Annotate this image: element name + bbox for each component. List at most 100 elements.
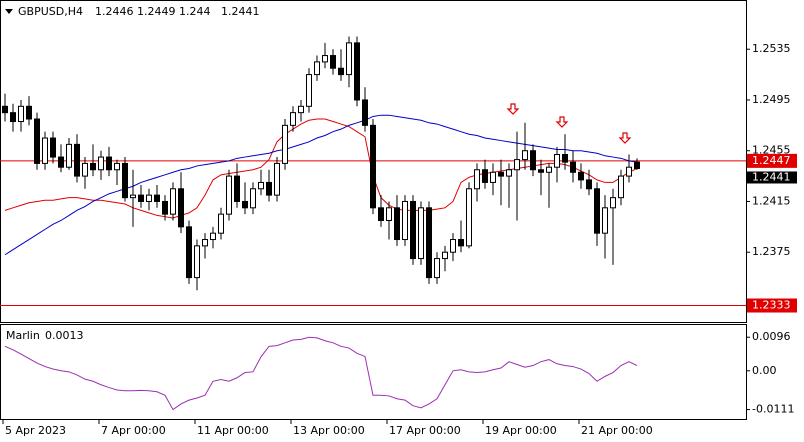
candle-body [210, 232, 216, 241]
y-tick-label: 1.2375 [752, 245, 791, 258]
candle-body [322, 55, 328, 63]
candle-body [218, 213, 224, 234]
menu-triangle [5, 9, 13, 14]
candle-body [370, 124, 376, 209]
price-label-box [747, 171, 797, 184]
candle-body [458, 239, 464, 247]
candle-body [634, 161, 640, 169]
candle-body [386, 207, 392, 221]
x-tick-label: 13 Apr 00:00 [293, 424, 365, 437]
candle-body [314, 61, 320, 76]
candle-body [426, 207, 432, 279]
candle-body [2, 105, 8, 114]
candle-body [482, 169, 488, 183]
candle-body [538, 169, 544, 173]
symbol-title: GBPUSD,H4 [18, 5, 83, 18]
candle-body [10, 112, 16, 123]
candle-body [346, 42, 352, 76]
candle-body [410, 200, 416, 260]
candle-body [258, 181, 264, 190]
y-tick-label: 1.2455 [752, 144, 791, 157]
candle-body [42, 137, 48, 164]
candle-body [402, 200, 408, 241]
candle-body [170, 188, 176, 215]
candle-body [514, 159, 520, 171]
candle-body [130, 194, 136, 199]
candle-body [178, 188, 184, 228]
candle-body [50, 137, 56, 158]
x-tick-label: 11 Apr 00:00 [197, 424, 269, 437]
candle-body [90, 162, 96, 171]
candle-body [58, 156, 64, 168]
candle-body [330, 55, 336, 69]
candle-body [522, 150, 528, 161]
candle-body [98, 156, 104, 171]
candle-body [578, 171, 584, 181]
level-label-box [747, 153, 797, 168]
candle-body [546, 166, 552, 173]
candle-body [266, 181, 272, 196]
candle-body [602, 207, 608, 234]
candle-body [506, 169, 512, 177]
moving-average [4, 114, 638, 256]
candle-body [18, 105, 24, 123]
candle-body [610, 197, 616, 209]
candle-body [338, 67, 344, 76]
candle-body [74, 143, 80, 177]
sub-y-tick-label: 0.00 [752, 364, 777, 377]
candle-body [290, 112, 296, 126]
x-tick-label: 7 Apr 00:00 [101, 424, 166, 437]
candle-body [194, 245, 200, 279]
sub-y-tick-label: -0.0111 [752, 403, 794, 416]
ohlc-low: 1.244 [179, 5, 211, 18]
candle-body [82, 162, 88, 177]
candle-body [490, 171, 496, 183]
candle-body [66, 143, 72, 168]
candle-body [586, 179, 592, 190]
annotation-arrows [506, 103, 632, 144]
candle-body [434, 258, 440, 279]
candle-body [594, 188, 600, 234]
x-tick-label: 21 Apr 00:00 [581, 424, 653, 437]
candle-body [530, 150, 536, 171]
candle-body [570, 161, 576, 173]
candle-body [618, 175, 624, 199]
candle-body [394, 207, 400, 241]
x-tick-label: 17 Apr 00:00 [389, 424, 461, 437]
y-tick-label: 1.2415 [752, 194, 791, 207]
candle-body [34, 118, 40, 164]
sub-y-tick-label: 0.0096 [752, 330, 791, 343]
y-tick-label: 1.2495 [752, 93, 791, 106]
level-label: 1.2447 [752, 154, 791, 167]
candle-body [298, 105, 304, 114]
candle-body [554, 154, 560, 168]
main-frame [0, 0, 747, 323]
candle-body [474, 169, 480, 190]
candle-body [242, 200, 248, 209]
x-tick-label: 5 Apr 2023 [5, 424, 66, 437]
candle-body [114, 162, 120, 171]
candle-body [442, 251, 448, 260]
candle-body [226, 175, 232, 215]
candle-body [362, 99, 368, 126]
sub-frame [0, 324, 747, 420]
candle-body [154, 194, 160, 202]
indicator-line [4, 336, 638, 411]
candle-body [202, 239, 208, 247]
candle-body [466, 188, 472, 247]
level-label-box [747, 298, 797, 313]
ohlc-open: 1.2446 [95, 5, 134, 18]
candle-body [354, 42, 360, 101]
candle-body [146, 194, 152, 202]
level-label: 1.2333 [752, 299, 791, 312]
y-tick-label: 1.2535 [752, 42, 791, 55]
ohlc-high: 1.2449 [137, 5, 176, 18]
price-label: 1.2441 [752, 170, 791, 183]
candle-body [106, 156, 112, 171]
ohlc-close: 1.2441 [221, 5, 260, 18]
candle-body [162, 200, 168, 215]
candle-body [250, 188, 256, 209]
candle-body [26, 105, 32, 120]
candle-body [306, 74, 312, 107]
